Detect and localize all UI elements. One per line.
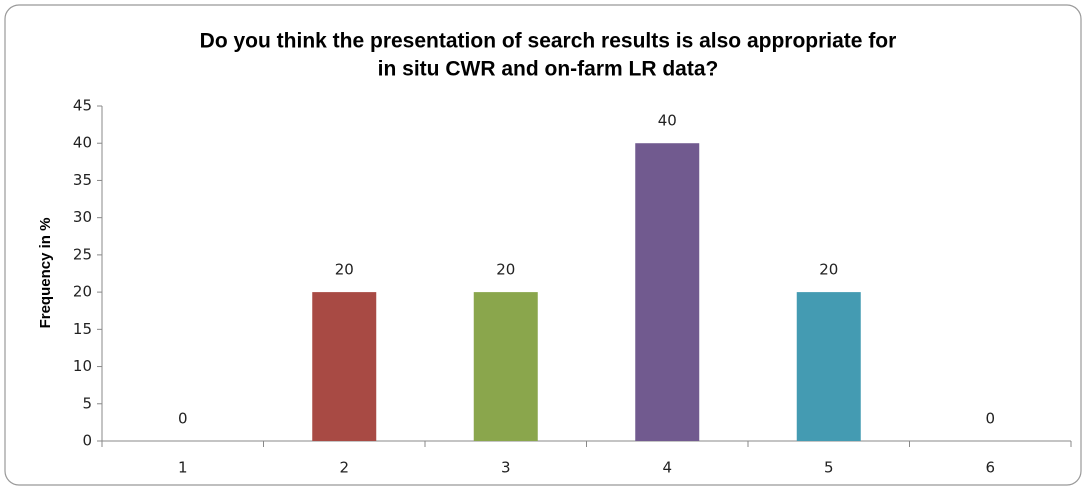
y-tick-label: 20 bbox=[73, 283, 92, 301]
y-tick-label: 30 bbox=[73, 208, 92, 226]
bar bbox=[796, 292, 861, 441]
y-tick-label: 25 bbox=[73, 245, 92, 263]
data-label: 20 bbox=[819, 261, 838, 279]
x-tick-label: 6 bbox=[985, 459, 995, 477]
bar bbox=[312, 292, 377, 441]
x-tick-label: 2 bbox=[339, 459, 349, 477]
chart-title: in situ CWR and on-farm LR data? bbox=[378, 58, 719, 81]
y-tick-label: 45 bbox=[73, 97, 92, 115]
y-tick-label: 40 bbox=[73, 134, 92, 152]
data-label: 20 bbox=[496, 261, 515, 279]
bar bbox=[635, 143, 700, 441]
data-label: 0 bbox=[178, 410, 188, 428]
chart-title: Do you think the presentation of search … bbox=[200, 30, 897, 53]
y-axis-title: Frequency in % bbox=[37, 218, 54, 329]
y-tick-label: 15 bbox=[73, 320, 92, 338]
y-tick-label: 10 bbox=[73, 357, 92, 375]
x-tick-label: 4 bbox=[662, 459, 672, 477]
x-tick-label: 1 bbox=[178, 459, 188, 477]
data-label: 40 bbox=[658, 112, 677, 130]
y-tick-label: 0 bbox=[82, 432, 92, 450]
y-tick-label: 5 bbox=[82, 394, 92, 412]
bar bbox=[473, 292, 538, 441]
data-label: 0 bbox=[985, 410, 995, 428]
x-tick-label: 3 bbox=[501, 459, 511, 477]
data-label: 20 bbox=[335, 261, 354, 279]
x-tick-label: 5 bbox=[824, 459, 834, 477]
y-tick-label: 35 bbox=[73, 171, 92, 189]
